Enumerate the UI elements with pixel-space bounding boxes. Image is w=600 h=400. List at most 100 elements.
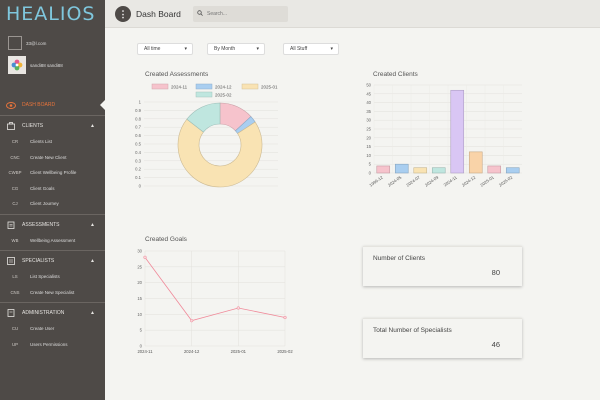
sidebar-section-assessments[interactable]: ASSESSMENTS ▲ (0, 217, 105, 233)
filter-value: By Month (214, 46, 236, 52)
chevron-down-icon: ▾ (330, 46, 333, 52)
tick-label: 5 (369, 162, 372, 167)
search-icon (197, 10, 203, 18)
tick-label: 0.5 (135, 142, 141, 147)
group-filter-select[interactable]: By Month ▾ (207, 43, 265, 55)
tick-label: 35 (366, 109, 371, 114)
item-label: Create New Client (30, 154, 67, 160)
bar-2024-05 (394, 163, 409, 174)
tick-label: 40 (366, 100, 371, 105)
item-abbr: CWBP (8, 170, 22, 176)
divider (0, 213, 105, 215)
tick-label: 2024-11 (443, 174, 459, 187)
sidebar-item-users-permissions[interactable]: UP Users Permissions (0, 337, 105, 353)
legend-label: 2024-12 (215, 85, 232, 90)
document-icon (6, 309, 16, 317)
sidebar-item-client-journey[interactable]: CJ Client Journey (0, 196, 105, 212)
tick-label: 25 (366, 127, 371, 132)
goals-line (144, 257, 286, 322)
app-logo[interactable]: HEALIOS (6, 3, 96, 25)
caret-up-icon: ▲ (90, 258, 95, 264)
stat-value: 46 (491, 340, 500, 349)
goals-line-chart: 0 5 10 15 20 25 30 2024-11 2024-12 2025-01 2025-02 (137, 249, 293, 355)
data-point-2025-02 (283, 315, 287, 320)
sidebar-item-list-specialists[interactable]: LS List Specialists (0, 269, 105, 285)
caret-up-icon: ▲ (90, 123, 95, 129)
avatar[interactable] (8, 56, 26, 74)
tick-label: 2025-02 (277, 349, 293, 354)
tick-label: 20 (366, 135, 371, 140)
search-input[interactable] (207, 11, 287, 17)
legend-label: 2025-01 (261, 85, 278, 90)
item-label: Clients List (30, 139, 53, 145)
sidebar-nav: DASH BOARD CLIENTS ▲ CR Clients List CNC C… (0, 97, 105, 352)
item-label: Users Permissions (30, 341, 68, 347)
tick-label: 20 (137, 280, 142, 285)
sidebar-item-create-user[interactable]: CU Create User (0, 321, 105, 337)
item-abbr: CR (11, 139, 19, 145)
tick-label: 15 (137, 296, 142, 301)
user-email-row: 33@l.com (8, 36, 63, 50)
item-abbr: CNS (10, 289, 20, 295)
tick-label: 25 (137, 264, 142, 269)
sidebar-item-client-goals[interactable]: CG Client Goals (0, 181, 105, 197)
legend-swatch (195, 83, 213, 90)
user-name: sandi88 sandi88 (30, 62, 63, 68)
tick-label: 1 (139, 100, 142, 105)
item-label: Create New Specialist (30, 289, 75, 295)
legend-label: 2024-11 (171, 85, 188, 90)
filter-value: All Stuff (290, 46, 308, 52)
sidebar-item-label: DASH BOARD (22, 102, 56, 108)
tick-label: 0 (139, 184, 142, 189)
specialists-count-card: Total Number of Specialists 46 (363, 318, 522, 358)
caret-up-icon: ▲ (90, 310, 95, 316)
tick-label: 2024-12 (184, 349, 200, 354)
sidebar-item-wellbeing-assessment[interactable]: WB Wellbeing Assessment (0, 233, 105, 249)
sidebar-item-create-specialist[interactable]: CNS Create New Specialist (0, 285, 105, 301)
sidebar-section-administration[interactable]: ADMINISTRATION ▲ (0, 305, 105, 321)
item-label: Create User (30, 326, 55, 332)
time-filter-select[interactable]: All time ▾ (137, 43, 193, 55)
bar-1996-12 (376, 165, 391, 174)
item-abbr: CG (11, 185, 19, 191)
tick-label: 0 (369, 171, 372, 176)
item-abbr: CNC (10, 154, 20, 160)
item-label: Client Goals (30, 185, 55, 191)
divider (0, 115, 105, 116)
data-point-2024-11 (143, 255, 147, 259)
item-label: List Specialists (30, 274, 60, 280)
sidebar-section-clients[interactable]: CLIENTS ▲ (0, 118, 105, 134)
menu-dots-icon[interactable]: ⋮ (115, 6, 131, 22)
stuff-filter-select[interactable]: All Stuff ▾ (283, 43, 339, 55)
sidebar-item-wellbeing-profile[interactable]: CWBP Client Wellbeing Profile (0, 165, 105, 181)
sidebar-item-create-client[interactable]: CNC Create New Client (0, 150, 105, 166)
search-box[interactable] (193, 6, 288, 22)
item-abbr: CU (11, 326, 19, 332)
tick-label: 0.1 (135, 175, 141, 180)
user-name-row[interactable]: sandi88 sandi88 (8, 56, 63, 74)
list-icon (6, 257, 16, 265)
sidebar-item-clients-list[interactable]: CR Clients List (0, 134, 105, 150)
legend-label: 2025-02 (215, 93, 232, 98)
tick-label: 50 (366, 83, 371, 88)
chevron-down-icon: ▾ (184, 46, 187, 52)
sidebar-section-specialists[interactable]: SPECIALISTS ▲ (0, 253, 105, 269)
item-abbr: CJ (12, 201, 18, 207)
sidebar: HEALIOS 33@l.com sandi88 sandi88 (0, 0, 105, 400)
bar-2025-02 (505, 167, 520, 174)
bar-2024-11 (450, 89, 465, 174)
tick-label: 15 (366, 144, 371, 149)
tick-label: 10 (366, 153, 371, 158)
tick-label: 2024-05 (387, 174, 403, 187)
doughnut-slice-2025-01 (177, 118, 263, 188)
divider (0, 250, 105, 251)
tick-label: 5 (140, 328, 143, 333)
sidebar-item-dashboard[interactable]: DASH BOARD (0, 97, 105, 113)
tick-label: 0.4 (135, 150, 141, 155)
tick-label: 2024-11 (137, 349, 153, 354)
data-point-2024-12 (190, 319, 194, 323)
tick-label: 0.3 (135, 158, 141, 163)
top-header: ⋮ Dash Board (105, 0, 600, 28)
item-label: Client Wellbeing Profile (30, 170, 77, 176)
